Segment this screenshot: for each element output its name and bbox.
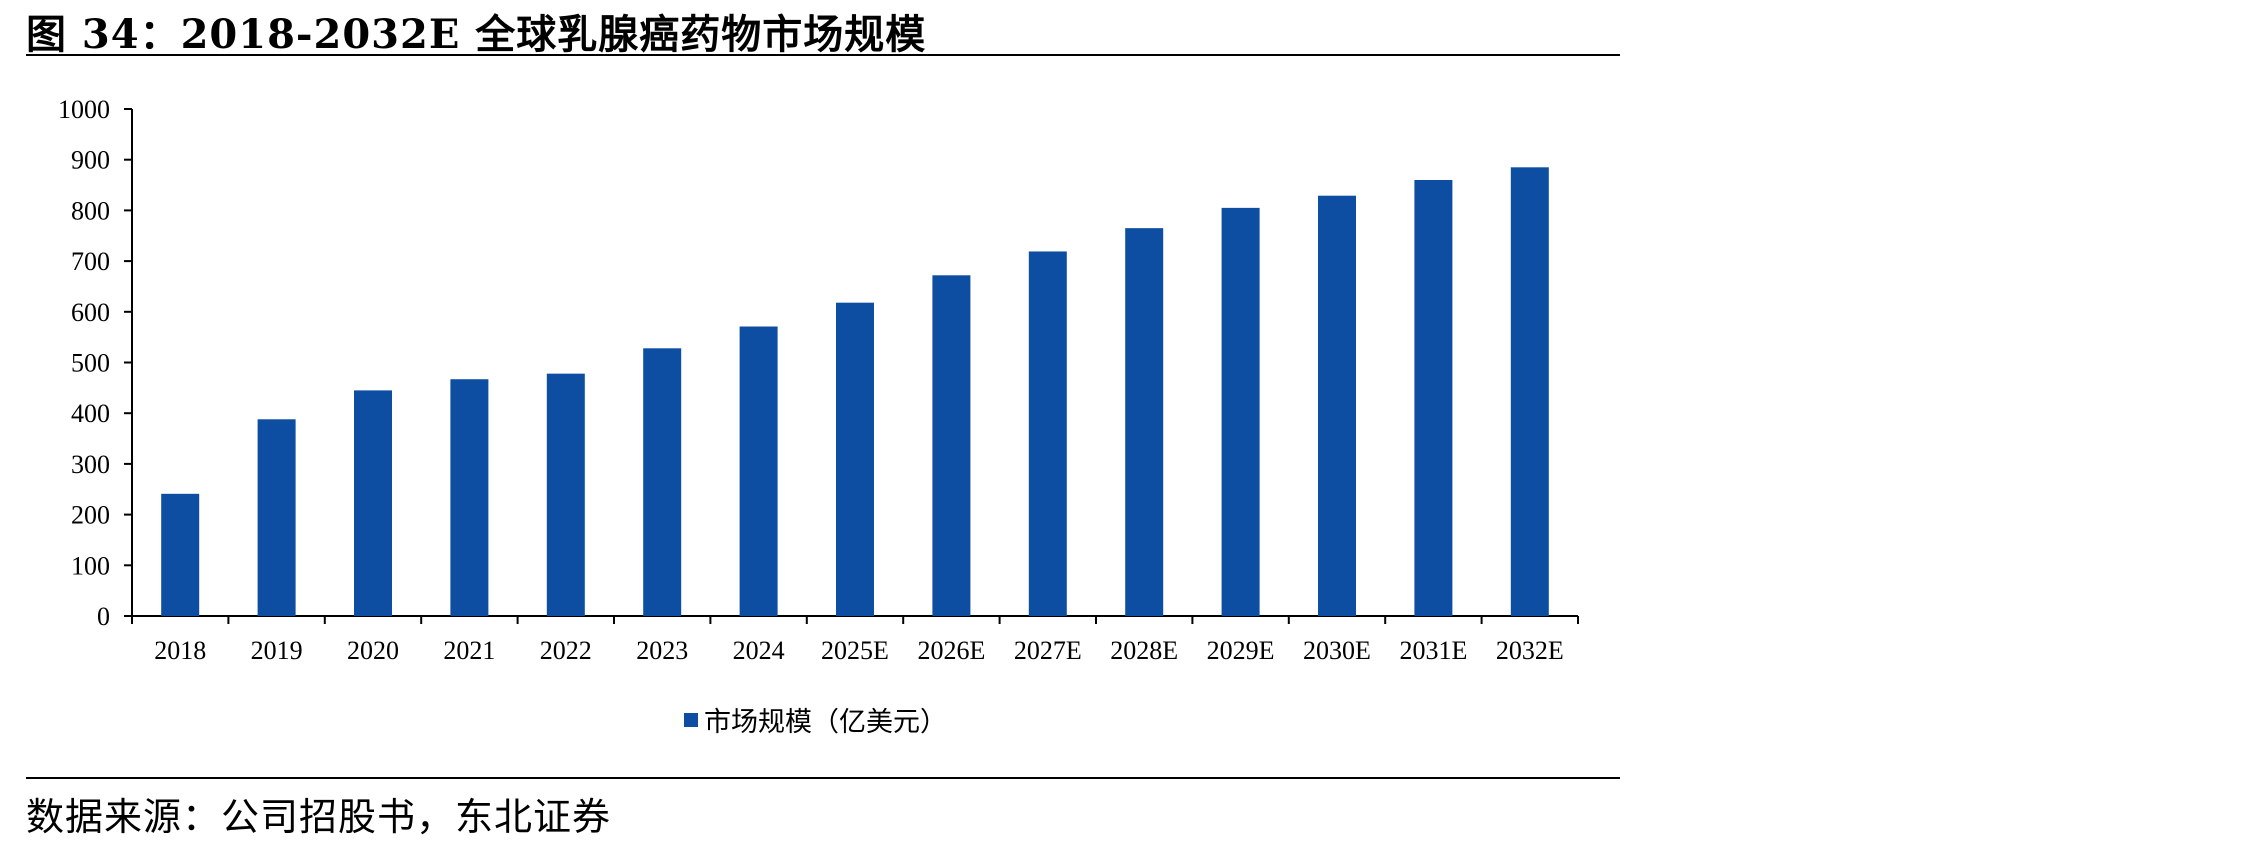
bar-2030E [1318,195,1356,616]
y-tick-label: 800 [71,196,110,225]
bar-2022 [546,373,585,616]
x-tick-label: 2023 [636,636,688,665]
y-tick-label: 900 [71,146,110,175]
x-tick-label: 2020 [347,636,399,665]
chart-legend: 市场规模（亿美元） [684,700,947,739]
source-note: 数据来源：公司招股书，东北证券 [26,795,612,839]
bar-2020 [354,390,392,616]
legend-swatch [684,712,698,727]
legend-label: 市场规模（亿美元） [704,707,947,738]
y-tick-label: 200 [71,501,110,530]
x-tick-label: 2022 [540,636,592,665]
bar-2019 [257,419,296,616]
x-tick-label: 2024 [733,636,785,665]
x-tick-label: 2018 [154,636,206,665]
x-tick-label: 2030E [1303,636,1371,665]
bar-2023 [643,348,682,616]
bar-2025E [836,302,874,616]
x-tick-label: 2029E [1207,636,1275,665]
bar-2021 [450,379,489,616]
title-rule [26,54,1620,56]
bar-2026E [932,275,971,616]
x-tick-label: 2027E [1014,636,1082,665]
bar-series [161,167,1549,617]
bar-2028E [1125,228,1164,616]
y-tick-label: 600 [71,298,110,327]
bar-2018 [161,493,200,616]
x-tick-label: 2025E [821,636,889,665]
y-tick-label: 500 [71,349,110,378]
y-axis: 0 100 200 300 400 500 600 700 800 900 1000 [58,95,133,631]
bar-2024 [739,326,778,616]
x-tick-label: 2026E [917,636,985,665]
bar-2027E [1028,251,1067,617]
figure-title: 图 34：2018-2032E 全球乳腺癌药物市场规模 [26,11,927,58]
y-tick-label: 1000 [58,95,110,124]
y-tick-label: 700 [71,247,110,276]
source-rule [26,777,1620,779]
bar-2031E [1414,179,1453,616]
x-tick-label: 2028E [1110,636,1178,665]
x-tick-label: 2031E [1399,636,1467,665]
bar-2029E [1221,207,1260,617]
x-axis: 2018 2019 2020 2021 2022 2023 2024 2025E 2026E 20… [131,615,1579,665]
y-tick-label: 300 [71,450,110,479]
bar-2032E [1510,167,1549,616]
x-tick-label: 2019 [251,636,303,665]
x-tick-label: 2021 [443,636,495,665]
y-tick-label: 400 [71,399,110,428]
y-tick-label: 100 [71,551,110,580]
x-tick-label: 2032E [1496,636,1564,665]
y-tick-label: 0 [97,602,110,631]
